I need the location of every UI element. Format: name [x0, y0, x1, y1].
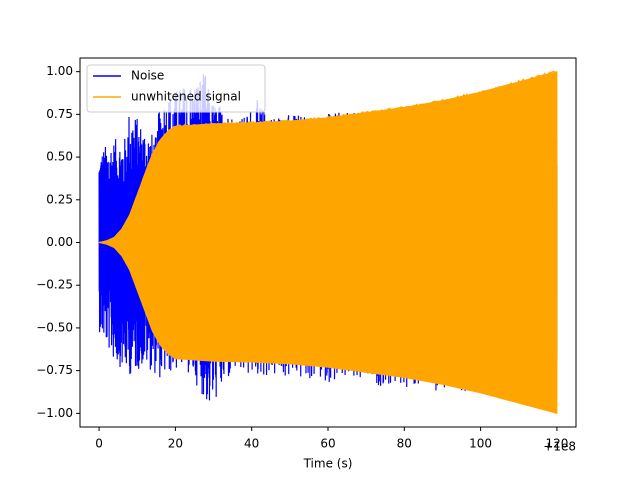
legend-signal-label: unwhitened signal: [131, 90, 241, 104]
x-tick-label: 60: [320, 437, 335, 451]
y-tick-label: 0.75: [46, 107, 73, 121]
x-offset-label: +1e8: [543, 440, 576, 454]
unwhitened-signal-upper-edge: [98, 70, 558, 243]
y-tick-label: 0.00: [46, 235, 73, 249]
legend-box: [86, 64, 266, 113]
y-tick-label: 1.00: [46, 64, 73, 78]
y-tick-label: −1.00: [36, 406, 73, 420]
y-tick-label: 0.50: [46, 150, 73, 164]
x-tick-label: 20: [168, 437, 183, 451]
x-axis: 0 20 40 60 80 100 120: [95, 427, 568, 451]
legend-noise-label: Noise: [131, 69, 164, 83]
unwhitened-signal-series: [98, 70, 558, 414]
y-tick-label: −0.25: [36, 278, 73, 292]
x-tick-label: 120: [545, 437, 568, 451]
legend: Noise unwhitened signal: [86, 64, 266, 113]
unwhitened-signal-band: [98, 71, 558, 414]
y-tick-label: 0.25: [46, 192, 73, 206]
y-axis: −1.00 −0.75 −0.50 −0.25 0.00 0.25 0.50 0.75 1.00: [36, 64, 80, 420]
x-tick-label: 100: [469, 437, 492, 451]
y-tick-label: −0.50: [36, 320, 73, 334]
x-tick-label: 0: [95, 437, 103, 451]
y-tick-label: −0.75: [36, 363, 73, 377]
x-tick-label: 80: [397, 437, 412, 451]
x-axis-label: Time (s): [303, 457, 353, 471]
x-tick-label: 40: [244, 437, 259, 451]
